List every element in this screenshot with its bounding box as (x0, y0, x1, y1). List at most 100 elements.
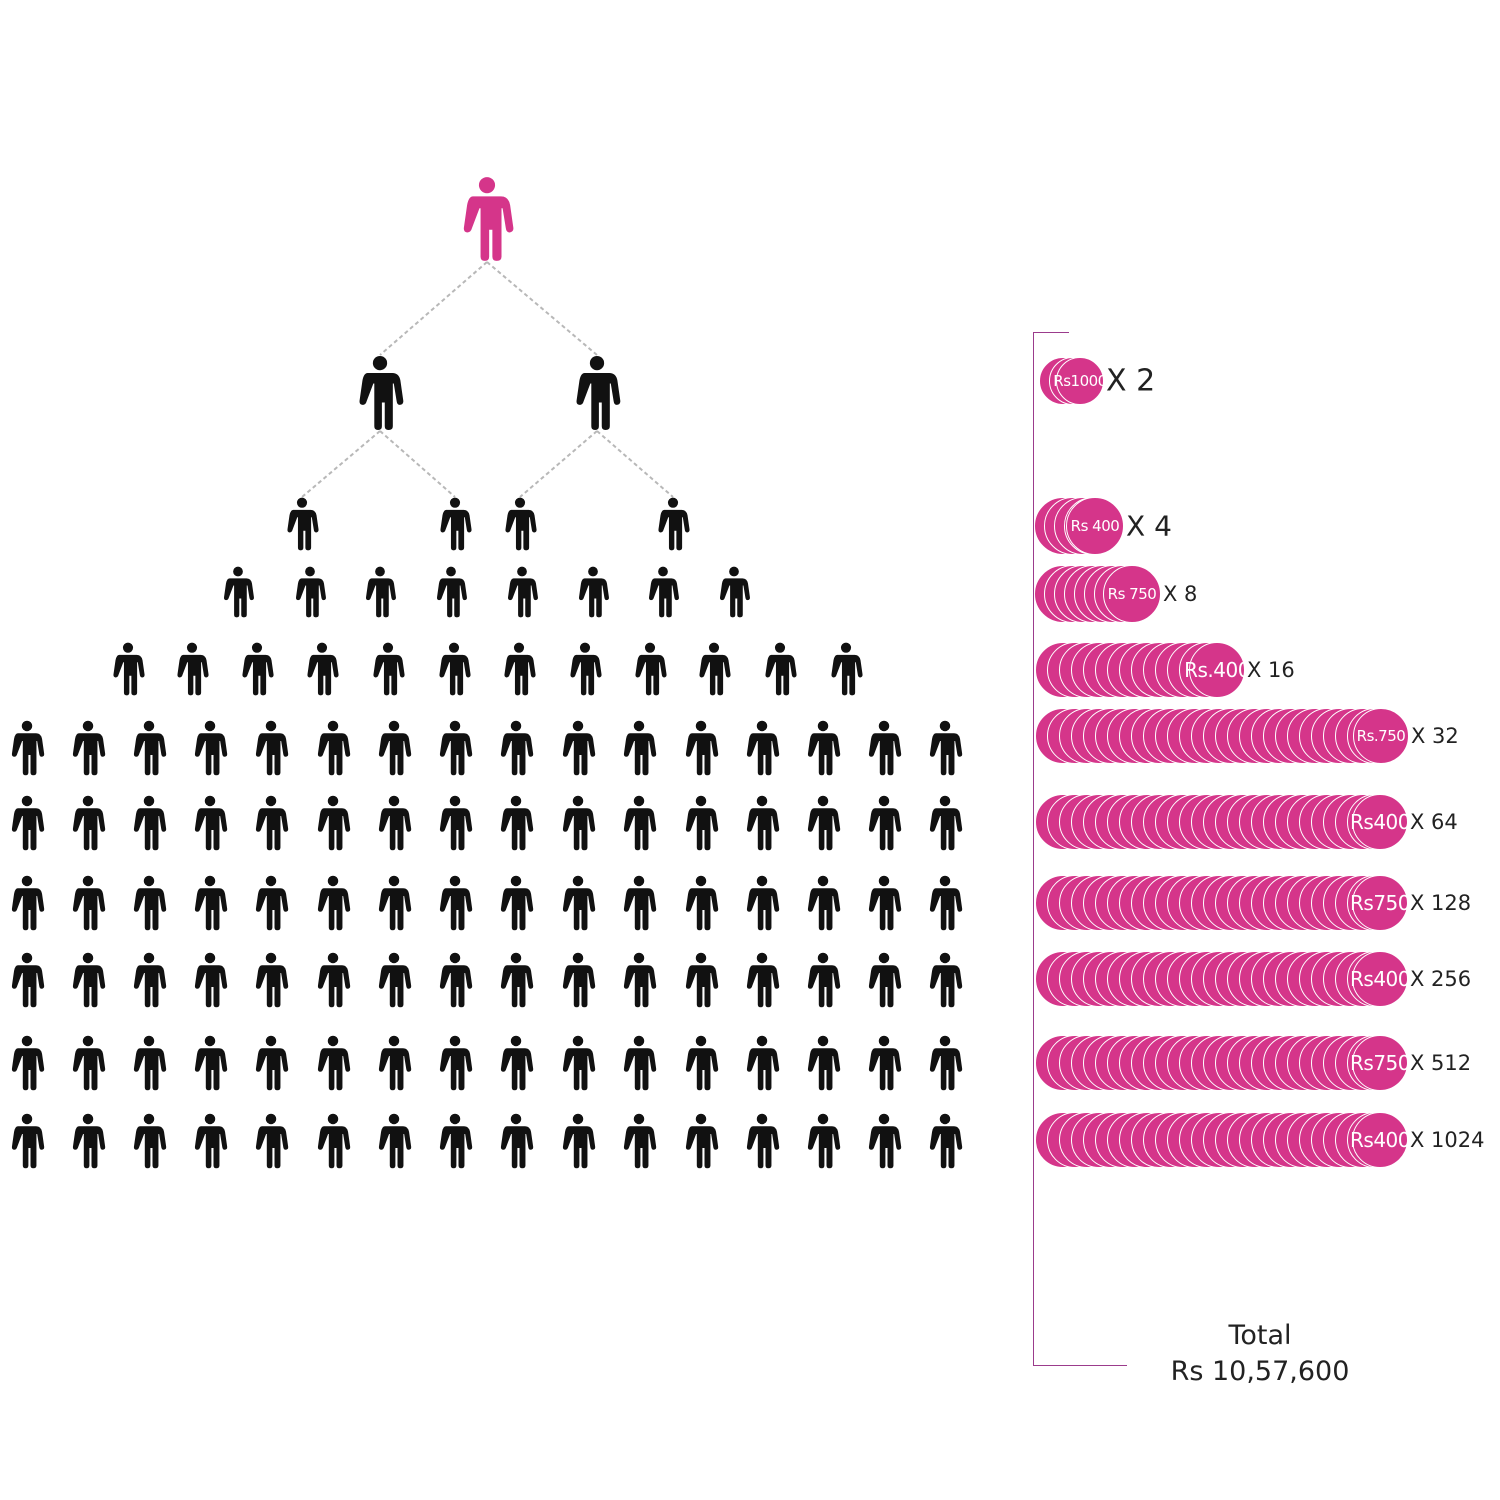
total-value: Rs 10,57,600 (1170, 1356, 1350, 1387)
person-icon (865, 795, 903, 851)
multiplier-label: X 256 (1410, 967, 1472, 991)
person-icon (682, 1035, 720, 1091)
person-icon (559, 720, 597, 776)
person-icon (804, 795, 842, 851)
multiplier-label: X 512 (1410, 1051, 1472, 1075)
person-icon (191, 720, 229, 776)
coin-amount-label: Rs 750 (1107, 585, 1157, 603)
person-icon (926, 1113, 964, 1169)
person-icon (620, 1113, 658, 1169)
person-icon (620, 952, 658, 1008)
coin-amount-label: Rs750 (1350, 891, 1411, 915)
person-icon (761, 642, 799, 696)
person-icon (682, 952, 720, 1008)
person-icon (566, 642, 604, 696)
person-icon (743, 795, 781, 851)
person-icon (436, 1035, 474, 1091)
person-icon (109, 642, 147, 696)
person-icon (497, 875, 535, 931)
person-icon (743, 875, 781, 931)
person-icon (682, 875, 720, 931)
coin-icon (1353, 708, 1409, 764)
person-icon (497, 720, 535, 776)
person-icon (8, 875, 46, 931)
person-icon (926, 875, 964, 931)
payout-row: Rs750 X 512 (0, 0, 1500, 1091)
payout-row: Rs.400 X 16 (0, 0, 1500, 698)
person-icon (375, 952, 413, 1008)
person-icon (69, 795, 107, 851)
person-icon (69, 1113, 107, 1169)
person-icon (865, 875, 903, 931)
person-icon (314, 1113, 352, 1169)
person-icon (130, 720, 168, 776)
person-icon (69, 720, 107, 776)
connector-line (486, 261, 598, 356)
payout-row: Rs400 X 256 (0, 0, 1500, 1007)
payout-row: Rs400 X 1024 (0, 0, 1500, 1168)
coin-icon (1352, 875, 1408, 931)
coin-icon (1352, 794, 1408, 850)
coin-icon (1189, 642, 1245, 698)
person-icon (354, 355, 406, 431)
person-icon (865, 1035, 903, 1091)
multiplier-label: X 2 (1106, 363, 1156, 399)
coin-amount-label: Rs.400 (1184, 658, 1250, 682)
person-icon (620, 720, 658, 776)
total-bracket (1033, 332, 1069, 1366)
person-icon (571, 355, 623, 431)
person-icon (191, 1113, 229, 1169)
connector-line (519, 430, 598, 498)
person-icon (436, 875, 474, 931)
person-icon (926, 952, 964, 1008)
total-block: Total Rs 10,57,600 (1140, 1318, 1380, 1390)
person-icon (865, 952, 903, 1008)
person-icon (620, 795, 658, 851)
person-icon (130, 1035, 168, 1091)
payout-row: Rs750 X 128 (0, 0, 1500, 931)
person-icon (375, 875, 413, 931)
person-icon (575, 566, 611, 618)
total-bracket-foot (1033, 1365, 1127, 1366)
connector-line (301, 430, 381, 498)
person-icon (303, 642, 341, 696)
person-icon (191, 952, 229, 1008)
person-icon (559, 875, 597, 931)
person-icon (252, 1113, 290, 1169)
multiplier-label: X 4 (1126, 509, 1172, 543)
person-icon (369, 642, 407, 696)
payout-row: Rs.750 X 32 (0, 0, 1500, 764)
person-icon (682, 720, 720, 776)
person-icon (655, 497, 691, 551)
coin-icon (1352, 1112, 1408, 1168)
person-icon (865, 1113, 903, 1169)
person-icon (191, 1035, 229, 1091)
person-icon (620, 1035, 658, 1091)
person-icon (500, 642, 538, 696)
multiplier-label: X 32 (1411, 724, 1459, 748)
connector-line (379, 430, 456, 498)
root-person-icon (458, 176, 516, 262)
person-icon (559, 1035, 597, 1091)
person-icon (130, 1113, 168, 1169)
person-icon (437, 497, 473, 551)
person-icon (284, 497, 320, 551)
person-icon (716, 566, 752, 618)
person-icon (682, 795, 720, 851)
person-icon (130, 952, 168, 1008)
connector-line (379, 261, 488, 356)
person-icon (620, 875, 658, 931)
person-icon (314, 795, 352, 851)
person-icon (504, 566, 540, 618)
person-icon (743, 952, 781, 1008)
person-icon (865, 720, 903, 776)
person-icon (173, 642, 211, 696)
person-icon (743, 1035, 781, 1091)
coin-amount-label: Rs1000 (1053, 372, 1107, 390)
person-icon (743, 1113, 781, 1169)
person-icon (436, 1113, 474, 1169)
person-icon (433, 566, 469, 618)
person-icon (375, 1035, 413, 1091)
